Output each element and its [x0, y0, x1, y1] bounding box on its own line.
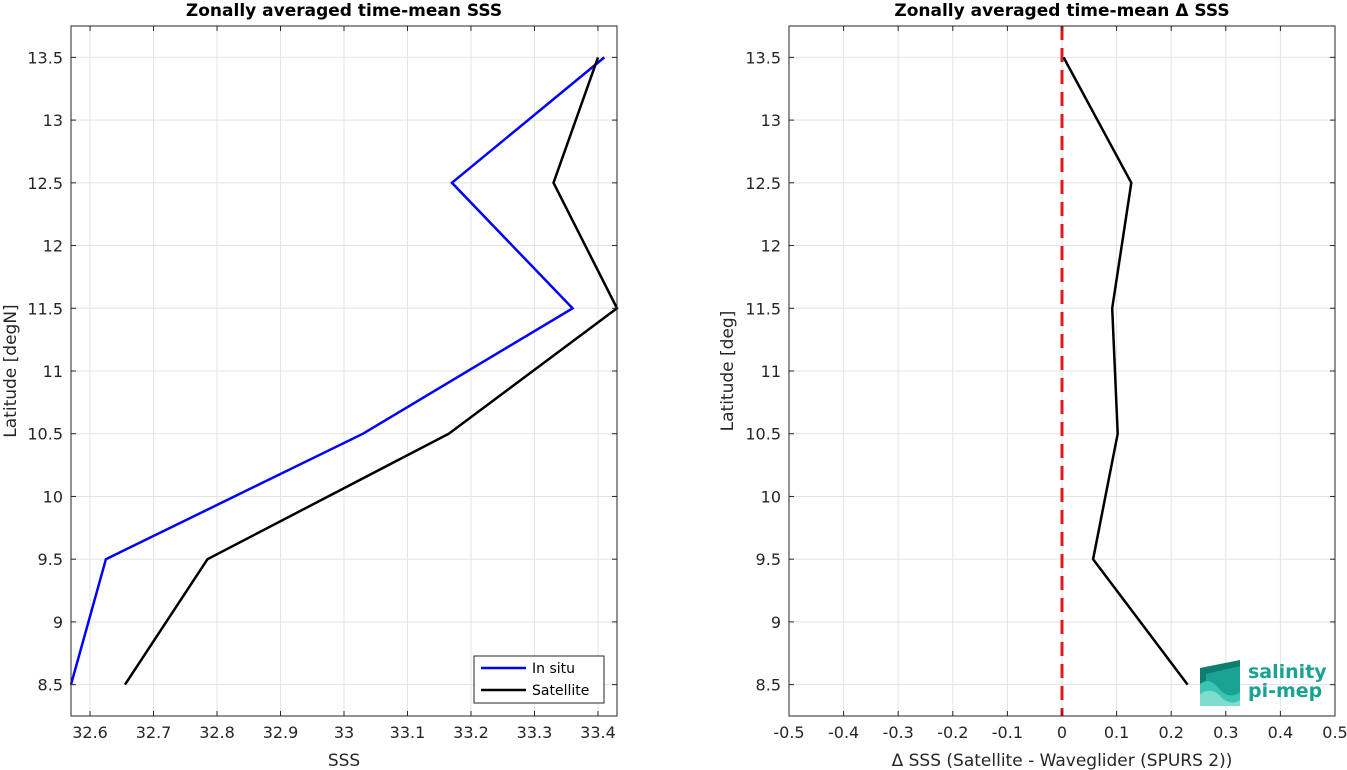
logo-line1: salinity [1248, 661, 1327, 683]
x-tick-label: 32.8 [199, 723, 235, 742]
y-tick-label: 10.5 [745, 425, 781, 444]
left-ticks: 32.6 32.7 32.8 32.9 33 33.1 33.2 33.3 33.4 8.5 9 9.… [27, 26, 617, 742]
right-series [1060, 26, 1189, 716]
legend: In situ Satellite [473, 655, 605, 704]
y-tick-label: 12 [761, 237, 781, 256]
x-tick-label: 33.4 [580, 723, 616, 742]
series-line-delta-sss [1062, 56, 1189, 686]
y-tick-label: 9 [53, 613, 63, 632]
y-tick-label: 8.5 [38, 676, 63, 695]
y-tick-label: 11.5 [27, 299, 63, 318]
right-title: Zonally averaged time-mean Δ SSS [894, 1, 1229, 21]
right-y-axis-label: Latitude [deg] [718, 311, 738, 432]
y-tick-label: 12 [43, 237, 63, 256]
y-tick-label: 11 [761, 362, 781, 381]
x-tick-label: 33.3 [517, 723, 553, 742]
y-tick-label: 8.5 [756, 676, 781, 695]
x-tick-label: 32.7 [136, 723, 172, 742]
logo-wave-icon [1200, 660, 1240, 706]
y-tick-label: 13.5 [745, 48, 781, 67]
x-tick-label: -0.5 [773, 723, 804, 742]
x-tick-label: 0.4 [1268, 723, 1293, 742]
x-tick-label: 32.9 [263, 723, 299, 742]
logo-line2: pi-mep [1248, 680, 1322, 702]
y-tick-label: 9.5 [756, 550, 781, 569]
x-tick-label: -0.4 [828, 723, 859, 742]
right-panel: -0.5 -0.4 -0.3 -0.2 -0.1 0 0.1 0.2 0.3 0.4 0.5 8.5 9… [718, 1, 1347, 770]
y-tick-label: 9 [771, 613, 781, 632]
left-grid [71, 26, 617, 716]
left-series [69, 56, 619, 686]
y-tick-label: 13.5 [27, 48, 63, 67]
x-tick-label: 33.2 [453, 723, 489, 742]
y-tick-label: 9.5 [38, 550, 63, 569]
y-tick-label: 10 [43, 487, 63, 506]
left-title: Zonally averaged time-mean SSS [186, 1, 502, 21]
x-tick-label: 0.2 [1158, 723, 1183, 742]
y-tick-label: 10 [761, 487, 781, 506]
x-tick-label: -0.3 [883, 723, 914, 742]
legend-label-in-situ: In situ [532, 661, 575, 677]
right-ticks: -0.5 -0.4 -0.3 -0.2 -0.1 0 0.1 0.2 0.3 0.4 0.5 8.5 9… [745, 26, 1347, 742]
legend-box [473, 655, 605, 704]
right-x-axis-label: Δ SSS (Satellite - Waveglider (SPURS 2)) [892, 751, 1233, 770]
x-tick-label: -0.1 [992, 723, 1023, 742]
x-tick-label: -0.2 [937, 723, 968, 742]
y-tick-label: 11 [43, 362, 63, 381]
x-tick-label: 0 [1057, 723, 1067, 742]
y-tick-label: 12.5 [745, 174, 781, 193]
x-tick-label: 0.3 [1213, 723, 1238, 742]
x-tick-label: 32.6 [72, 723, 108, 742]
x-tick-label: 33 [334, 723, 354, 742]
left-x-axis-label: SSS [328, 751, 360, 770]
y-tick-label: 13 [761, 111, 781, 130]
x-tick-label: 0.1 [1104, 723, 1129, 742]
y-tick-label: 13 [43, 111, 63, 130]
x-tick-label: 33.1 [390, 723, 426, 742]
y-tick-label: 12.5 [27, 174, 63, 193]
legend-label-satellite: Satellite [532, 683, 589, 699]
left-panel: 32.6 32.7 32.8 32.9 33 33.1 33.2 33.3 33.4 8.5 9 9.… [1, 1, 619, 770]
series-line-in-situ [69, 56, 606, 685]
left-y-axis-label: Latitude [degN] [1, 304, 21, 437]
salinity-pimep-logo: salinity pi-mep [1200, 660, 1327, 706]
series-line-satellite [123, 56, 619, 686]
y-tick-label: 10.5 [27, 425, 63, 444]
x-tick-label: 0.5 [1322, 723, 1347, 742]
y-tick-label: 11.5 [745, 299, 781, 318]
